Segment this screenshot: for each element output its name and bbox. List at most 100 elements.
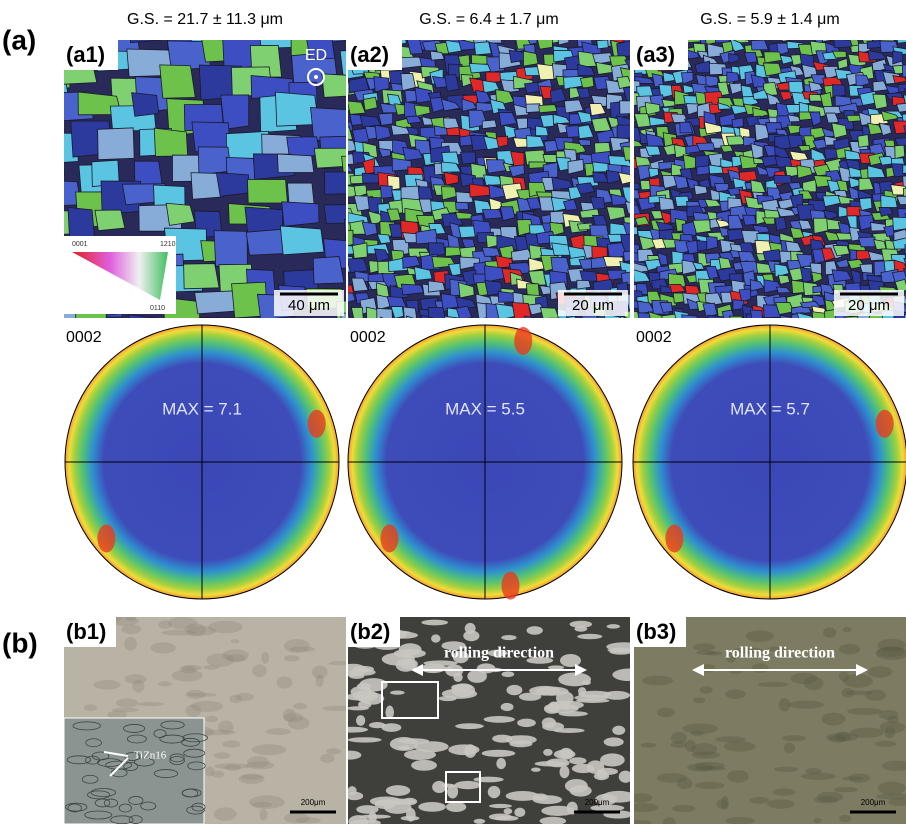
texture bbox=[84, 704, 97, 711]
texture bbox=[560, 654, 581, 667]
texture bbox=[867, 666, 892, 677]
grain bbox=[160, 65, 196, 98]
texture bbox=[390, 690, 405, 694]
grain bbox=[606, 170, 619, 183]
grain bbox=[808, 321, 823, 332]
grain bbox=[403, 334, 417, 344]
grain bbox=[902, 65, 906, 77]
texture bbox=[400, 659, 418, 669]
grain bbox=[350, 28, 364, 40]
texture bbox=[725, 689, 746, 699]
scale-label: 40 μm bbox=[288, 297, 330, 314]
grain bbox=[705, 325, 716, 338]
texture bbox=[239, 774, 265, 784]
grain bbox=[402, 30, 422, 38]
grain bbox=[496, 136, 507, 147]
texture bbox=[694, 766, 726, 771]
panel-label: (b1) bbox=[66, 619, 106, 644]
grain bbox=[474, 42, 491, 55]
texture bbox=[492, 735, 512, 743]
grain bbox=[833, 85, 846, 97]
grain bbox=[834, 330, 850, 341]
grain bbox=[313, 257, 344, 284]
pole-hotspot bbox=[380, 524, 398, 552]
scale-label: 20 μm bbox=[848, 297, 890, 314]
texture bbox=[693, 697, 705, 703]
texture bbox=[402, 798, 417, 805]
texture bbox=[326, 748, 341, 754]
texture bbox=[431, 634, 440, 642]
texture bbox=[767, 799, 794, 809]
grain bbox=[496, 28, 515, 37]
texture bbox=[277, 676, 293, 688]
grain bbox=[766, 29, 787, 40]
grain bbox=[727, 72, 739, 83]
grain bbox=[732, 118, 744, 128]
grain bbox=[352, 243, 367, 259]
grain bbox=[407, 316, 420, 333]
texture bbox=[386, 785, 410, 796]
grain bbox=[482, 247, 500, 256]
annotation: rolling direction bbox=[725, 645, 835, 662]
texture bbox=[715, 736, 746, 742]
scale-label: 20 μm bbox=[572, 297, 614, 314]
grain bbox=[823, 324, 839, 338]
texture bbox=[880, 721, 905, 733]
texture bbox=[252, 665, 267, 678]
scale-label: 200μm bbox=[301, 798, 326, 807]
grain bbox=[377, 308, 393, 322]
texture bbox=[817, 792, 844, 803]
panel-label: (b3) bbox=[636, 619, 676, 644]
texture bbox=[691, 743, 717, 755]
grain bbox=[526, 104, 540, 113]
grain bbox=[638, 165, 650, 180]
texture bbox=[822, 713, 846, 726]
pole-label: 0002 bbox=[350, 329, 386, 346]
texture bbox=[489, 814, 512, 821]
figure: G.S. = 21.7 ± 11.3 μm(a1)40 μm0002MAX = … bbox=[0, 0, 906, 824]
grain bbox=[881, 195, 897, 207]
ipf-label: 0001 bbox=[72, 241, 88, 248]
grain bbox=[567, 323, 591, 331]
grain-size: G.S. = 6.4 ± 1.7 μm bbox=[419, 11, 558, 28]
grain bbox=[540, 321, 562, 335]
texture bbox=[465, 623, 476, 634]
texture bbox=[312, 666, 328, 679]
grain bbox=[849, 327, 864, 336]
texture bbox=[288, 716, 310, 729]
ed-dot bbox=[314, 75, 318, 79]
grain bbox=[674, 338, 687, 349]
annotation: TiZn16 bbox=[134, 750, 167, 762]
grain bbox=[580, 77, 593, 89]
grain bbox=[696, 143, 714, 151]
scale-label: 200μm bbox=[585, 798, 610, 807]
texture bbox=[370, 796, 402, 806]
texture bbox=[577, 634, 602, 639]
grain bbox=[285, 318, 315, 358]
pole-hotspot bbox=[308, 410, 326, 438]
grain bbox=[320, 320, 349, 354]
texture bbox=[604, 737, 624, 746]
grain bbox=[861, 325, 877, 337]
texture bbox=[823, 627, 836, 637]
grain bbox=[166, 203, 194, 225]
grain bbox=[246, 229, 284, 255]
texture bbox=[677, 778, 693, 789]
texture bbox=[368, 812, 377, 824]
grain bbox=[277, 154, 313, 173]
pole-hotspot bbox=[501, 572, 519, 600]
grain bbox=[774, 175, 792, 183]
texture bbox=[398, 738, 429, 744]
grain bbox=[154, 128, 187, 156]
grain bbox=[627, 30, 643, 39]
texture bbox=[578, 691, 612, 698]
grain bbox=[617, 40, 633, 58]
texture bbox=[214, 807, 237, 820]
texture bbox=[553, 728, 584, 733]
grain bbox=[401, 284, 423, 295]
grain bbox=[804, 30, 817, 40]
texture bbox=[724, 741, 756, 751]
grain bbox=[581, 334, 598, 347]
texture bbox=[125, 674, 147, 684]
texture bbox=[504, 808, 513, 814]
